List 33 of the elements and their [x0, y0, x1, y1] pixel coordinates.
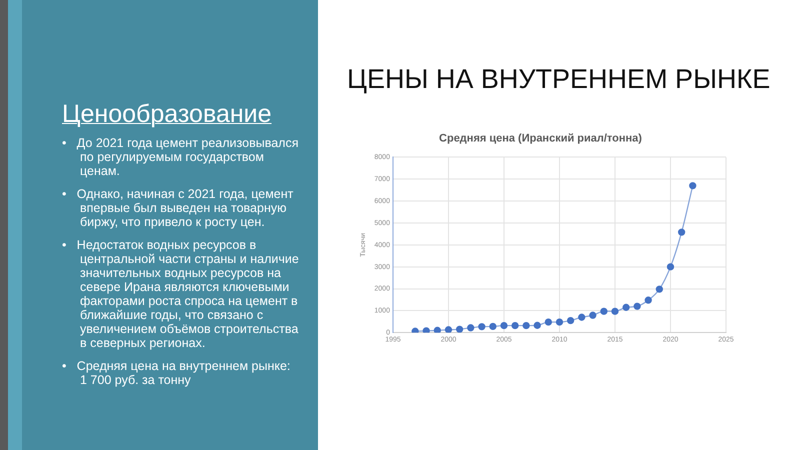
point: [412, 328, 419, 333]
text: • До 2021 года цемент реализовывался по регулируемым государством ценам.: [62, 136, 300, 178]
point: [556, 318, 564, 326]
point: [544, 318, 552, 326]
text: • Недостаток водных ресурсов в центральной части страны и наличие значительных водных ресурсов на севере Ирана являются ключевыми факторами роста спроса на цемент в ближайшие годы, что связано с увеличением объёмов строительства в северных регионах.: [62, 238, 300, 350]
point: [589, 312, 596, 319]
point: [444, 326, 452, 333]
text: Ценообразование: [62, 100, 272, 129]
chart-title: Средняя цена (Иранский риал/тонна): [439, 132, 642, 145]
text: • Средняя цена на внутреннем рынке: 1 700 руб. за тонну: [62, 359, 292, 387]
point: [578, 314, 586, 321]
point: [511, 322, 519, 330]
point: [656, 286, 663, 293]
point: [634, 302, 641, 310]
point: [456, 326, 464, 333]
point: [689, 182, 696, 190]
point: [422, 327, 430, 333]
point: [611, 308, 619, 315]
point: [600, 308, 608, 315]
point: [467, 324, 474, 332]
point: [522, 322, 530, 330]
point: [566, 316, 574, 324]
point: [489, 322, 496, 330]
point: [500, 322, 508, 330]
text: ЦЕНЫ НА ВНУТРЕННЕМ РЫНКЕ: [347, 64, 770, 95]
point: [678, 228, 686, 236]
point: [666, 263, 674, 270]
point: [434, 326, 441, 333]
point: [478, 323, 486, 330]
point: [644, 296, 652, 304]
point: [622, 304, 630, 311]
text: • Однако, начиная с 2021 года, цемент впервые был выведен на товарную биржу, что привело к росту цен.: [62, 187, 294, 229]
point: [534, 322, 541, 329]
